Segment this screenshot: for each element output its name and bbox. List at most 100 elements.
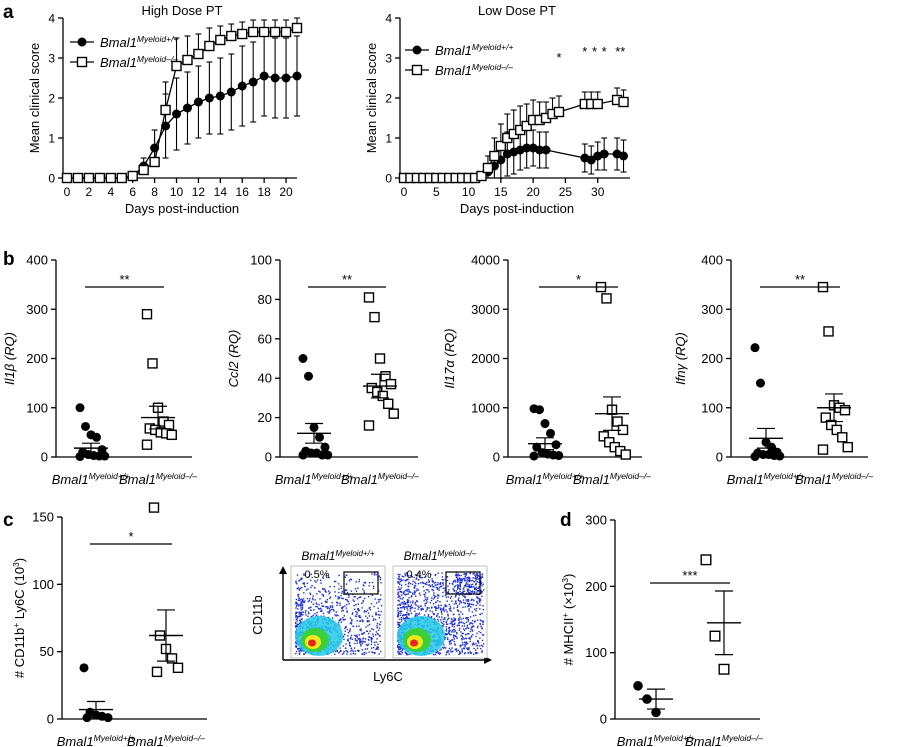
- event-dot: [461, 641, 464, 644]
- event-dot: [397, 591, 399, 594]
- event-dot: [463, 629, 466, 631]
- significance-star: *: [556, 50, 561, 65]
- event-dot: [444, 616, 446, 619]
- category-label: Bmal1Myeloid–/–: [127, 733, 205, 747]
- data-point-open-square: [489, 150, 500, 162]
- event-dot: [304, 652, 307, 654]
- event-dot: [336, 650, 339, 653]
- event-dot: [420, 577, 422, 579]
- category-label: Bmal1Myeloid–/–: [573, 471, 651, 487]
- data-point-filled-circle: [633, 681, 643, 691]
- event-dot: [367, 596, 370, 598]
- event-dot: [356, 649, 359, 652]
- event-dot: [452, 620, 455, 622]
- event-dot: [403, 614, 405, 616]
- event-dot: [296, 617, 299, 619]
- event-dot: [473, 588, 476, 591]
- event-dot: [374, 619, 377, 621]
- significance-star: *: [592, 44, 597, 59]
- event-dot: [442, 591, 444, 594]
- event-dot: [469, 589, 471, 592]
- event-dot: [418, 575, 421, 578]
- event-dot: [458, 587, 461, 590]
- event-dot: [363, 632, 366, 634]
- event-dot: [410, 604, 413, 606]
- event-dot: [371, 637, 374, 640]
- event-dot: [353, 608, 356, 611]
- event-dot: [296, 620, 299, 622]
- y-tick-label: 100: [585, 645, 607, 660]
- event-dot: [458, 577, 460, 579]
- event-dot: [316, 593, 318, 595]
- event-dot: [366, 617, 369, 619]
- event-dot: [440, 648, 442, 650]
- text-span: Bmal1: [435, 63, 472, 78]
- event-dot: [461, 632, 463, 635]
- event-dot: [344, 627, 346, 630]
- event-dot: [342, 645, 345, 647]
- event-dot: [320, 602, 323, 604]
- data-point-open-square: [363, 292, 375, 303]
- event-dot: [356, 634, 358, 636]
- event-dot: [376, 602, 378, 604]
- event-dot: [399, 580, 401, 583]
- event-dot: [459, 652, 461, 654]
- event-dot: [306, 582, 308, 585]
- event-dot: [404, 602, 407, 604]
- event-dot: [340, 587, 343, 590]
- event-dot: [478, 578, 480, 580]
- event-dot: [434, 574, 437, 577]
- event-dot: [449, 641, 451, 643]
- event-dot: [473, 587, 476, 589]
- data-point-open-square: [842, 441, 853, 453]
- category-label: Bmal1Myeloid–/–: [119, 471, 197, 487]
- event-dot: [466, 627, 468, 629]
- data-point-open-square: [72, 172, 84, 184]
- data-point-filled-circle: [81, 421, 90, 431]
- event-dot: [369, 608, 371, 611]
- event-dot: [466, 590, 469, 592]
- event-dot: [346, 600, 349, 602]
- event-dot: [415, 595, 417, 597]
- event-dot: [481, 634, 484, 636]
- event-dot: [458, 578, 461, 580]
- event-dot: [363, 581, 365, 584]
- event-dot: [469, 630, 472, 633]
- event-dot: [410, 607, 412, 609]
- event-dot: [472, 653, 475, 655]
- event-dot: [299, 587, 302, 590]
- event-dot: [366, 630, 369, 633]
- event-dot: [453, 635, 455, 637]
- superscript: +: [11, 623, 21, 628]
- event-dot: [456, 584, 458, 586]
- event-dot: [356, 642, 358, 644]
- event-dot: [307, 613, 310, 615]
- event-dot: [398, 649, 400, 651]
- event-dot: [438, 616, 440, 618]
- event-dot: [475, 583, 477, 585]
- event-dot: [337, 598, 339, 600]
- text-span: Bmal1: [573, 472, 610, 487]
- event-dot: [406, 607, 408, 609]
- event-dot: [399, 604, 401, 607]
- event-dot: [460, 602, 463, 604]
- data-point-open-square: [269, 26, 281, 38]
- event-dot: [420, 609, 423, 611]
- event-dot: [468, 647, 470, 649]
- event-dot: [475, 586, 477, 589]
- event-dot: [397, 648, 400, 650]
- event-dot: [361, 642, 364, 644]
- event-dot: [464, 606, 467, 608]
- event-dot: [452, 624, 454, 626]
- event-dot: [477, 597, 479, 599]
- event-dot: [456, 650, 458, 652]
- x-tick-label: 20: [526, 185, 540, 199]
- event-dot: [358, 638, 360, 641]
- event-dot: [441, 616, 443, 618]
- event-dot: [411, 602, 414, 604]
- event-dot: [301, 607, 304, 609]
- event-dot: [414, 581, 416, 583]
- event-dot: [312, 598, 314, 601]
- event-dot: [370, 638, 373, 640]
- event-dot: [295, 607, 297, 609]
